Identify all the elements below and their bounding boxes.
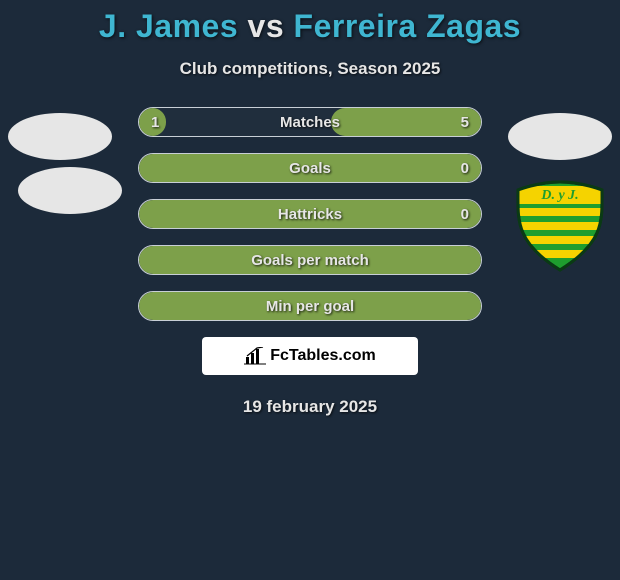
badge-text: D. y J. — [540, 188, 578, 203]
attribution-card: FcTables.com — [202, 337, 418, 375]
stat-row-matches: 1 Matches 5 — [138, 107, 482, 137]
player1-avatar-placeholder-2 — [18, 167, 122, 214]
stat-label: Hattricks — [139, 200, 481, 229]
title-vs: vs — [248, 8, 285, 44]
bars-icon — [244, 347, 266, 365]
stat-label: Goals per match — [139, 246, 481, 275]
stat-rows: 1 Matches 5 Goals 0 Hattricks 0 Goals pe… — [138, 107, 482, 321]
player2-name: Ferreira Zagas — [294, 8, 522, 44]
player1-name: J. James — [99, 8, 238, 44]
stat-value-right: 5 — [461, 108, 469, 137]
stat-label: Goals — [139, 154, 481, 183]
stat-value-right: 0 — [461, 200, 469, 229]
stat-row-min-per-goal: Min per goal — [138, 291, 482, 321]
club-badge: D. y J. — [510, 180, 610, 272]
stat-row-goals-per-match: Goals per match — [138, 245, 482, 275]
player1-avatar-placeholder — [8, 113, 112, 160]
stat-label: Matches — [139, 108, 481, 137]
card-title: J. James vs Ferreira Zagas — [0, 8, 620, 45]
player2-avatar-placeholder — [508, 113, 612, 160]
card-subtitle: Club competitions, Season 2025 — [0, 59, 620, 79]
attribution-text: FcTables.com — [270, 347, 376, 365]
date-text: 19 february 2025 — [0, 397, 620, 417]
stat-value-right: 0 — [461, 154, 469, 183]
stat-label: Min per goal — [139, 292, 481, 321]
stat-row-goals: Goals 0 — [138, 153, 482, 183]
stat-row-hattricks: Hattricks 0 — [138, 199, 482, 229]
